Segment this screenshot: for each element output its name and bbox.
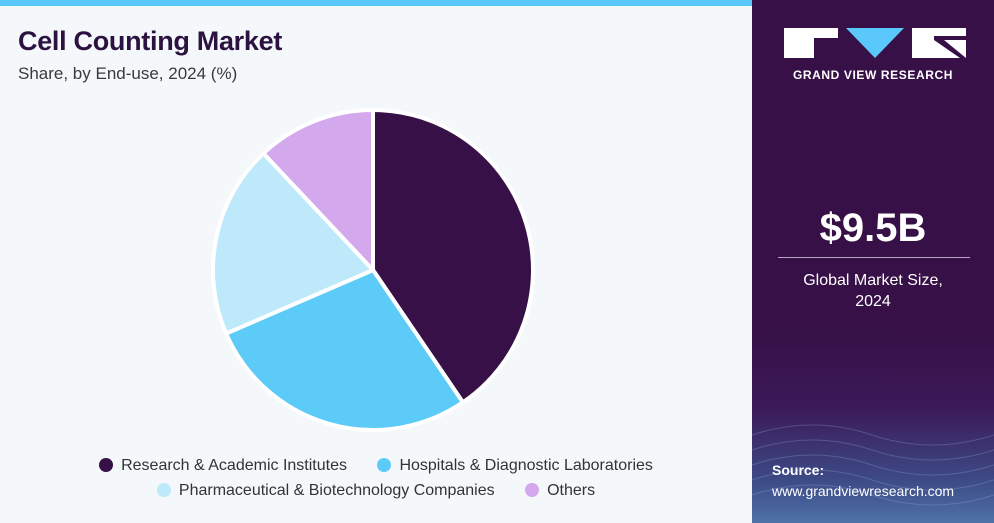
source-link[interactable]: www.grandviewresearch.com xyxy=(772,483,955,499)
legend-label-research: Research & Academic Institutes xyxy=(121,457,347,474)
legend-label-others: Others xyxy=(547,482,596,499)
legend-item-pharma: Pharmaceutical & Biotechnology Companies xyxy=(156,482,495,500)
pie-slice-pharma xyxy=(211,151,375,336)
legend-item-others: Others xyxy=(525,482,595,500)
pie-slice-others xyxy=(261,108,375,272)
accent-bar xyxy=(0,0,752,6)
legend-row-2: Pharmaceutical & Biotechnology Companies… xyxy=(0,482,752,500)
market-size-label-line2: 2024 xyxy=(855,293,891,310)
legend-row-1: Research & Academic Institutes Hospitals… xyxy=(0,457,752,475)
divider xyxy=(778,257,970,258)
legend-dot-hospitals xyxy=(377,458,392,472)
legend-item-research: Research & Academic Institutes xyxy=(99,457,347,475)
pie-chart xyxy=(211,108,535,432)
chart-title: Cell Counting Market xyxy=(18,26,283,56)
source-label: Source: xyxy=(772,462,825,478)
legend-dot-research xyxy=(99,458,114,472)
legend-dot-others xyxy=(525,483,540,497)
legend-label-hospitals: Hospitals & Diagnostic Laboratories xyxy=(399,457,653,474)
market-size-value: $9.5B xyxy=(819,206,927,250)
pie-slice-research xyxy=(371,108,535,405)
legend-dot-pharma xyxy=(156,483,171,497)
legend-label-pharma: Pharmaceutical & Biotechnology Companies xyxy=(178,482,495,499)
grand-view-research-logo xyxy=(784,28,966,58)
chart-panel: Cell Counting Market Share, by End-use, … xyxy=(0,0,752,523)
wave-decoration xyxy=(752,424,994,506)
chart-subtitle: Share, by End-use, 2024 (%) xyxy=(18,64,238,83)
brand-name: GRAND VIEW RESEARCH xyxy=(792,68,954,82)
market-size-label: Global Market Size, 2024 xyxy=(752,270,994,312)
legend-item-hospitals: Hospitals & Diagnostic Laboratories xyxy=(377,457,653,475)
market-size-label-line1: Global Market Size, xyxy=(803,272,943,289)
info-sidebar: GRAND VIEW RESEARCH $9.5B Global Market … xyxy=(752,0,994,523)
